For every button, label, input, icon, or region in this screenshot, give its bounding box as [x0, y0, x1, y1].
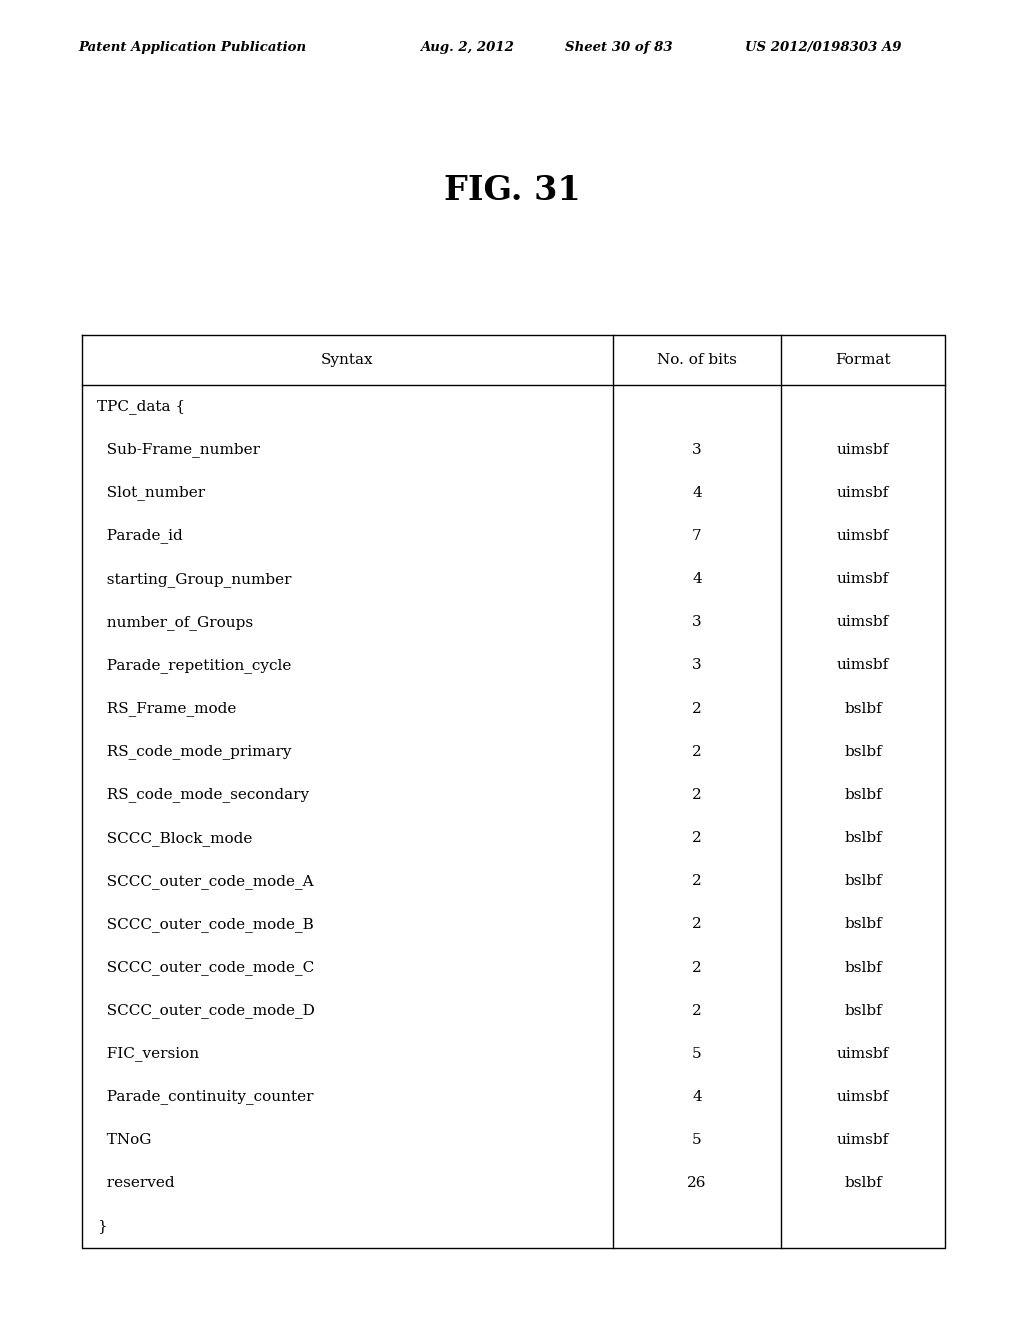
Text: FIC_version: FIC_version [97, 1047, 199, 1061]
Text: 2: 2 [692, 1003, 701, 1018]
Text: 4: 4 [692, 1090, 701, 1104]
Text: 3: 3 [692, 615, 701, 630]
Text: uimsbf: uimsbf [837, 486, 889, 500]
Text: uimsbf: uimsbf [837, 442, 889, 457]
Text: uimsbf: uimsbf [837, 615, 889, 630]
Text: Patent Application Publication: Patent Application Publication [78, 41, 306, 54]
Text: 26: 26 [687, 1176, 707, 1191]
Text: Slot_number: Slot_number [97, 486, 205, 500]
Text: 3: 3 [692, 659, 701, 672]
Text: SCCC_outer_code_mode_D: SCCC_outer_code_mode_D [97, 1003, 314, 1018]
Text: 3: 3 [692, 442, 701, 457]
Text: bslbf: bslbf [844, 702, 882, 715]
Text: Format: Format [836, 352, 891, 367]
Text: Sub-Frame_number: Sub-Frame_number [97, 442, 260, 457]
Text: bslbf: bslbf [844, 1176, 882, 1191]
Text: reserved: reserved [97, 1176, 175, 1191]
Text: 2: 2 [692, 788, 701, 803]
Text: bslbf: bslbf [844, 874, 882, 888]
Text: uimsbf: uimsbf [837, 1047, 889, 1061]
Text: Parade_repetition_cycle: Parade_repetition_cycle [97, 659, 292, 673]
Text: 2: 2 [692, 832, 701, 845]
Text: Aug. 2, 2012: Aug. 2, 2012 [420, 41, 514, 54]
Text: 2: 2 [692, 917, 701, 932]
Text: 7: 7 [692, 529, 701, 543]
Text: bslbf: bslbf [844, 961, 882, 974]
Text: 4: 4 [692, 486, 701, 500]
Text: Parade_continuity_counter: Parade_continuity_counter [97, 1089, 313, 1105]
Text: FIG. 31: FIG. 31 [443, 173, 581, 206]
Text: bslbf: bslbf [844, 1003, 882, 1018]
Text: RS_code_mode_secondary: RS_code_mode_secondary [97, 788, 309, 803]
Text: }: } [97, 1220, 106, 1233]
Text: Syntax: Syntax [322, 352, 374, 367]
Text: 2: 2 [692, 874, 701, 888]
Text: No. of bits: No. of bits [657, 352, 737, 367]
Text: 5: 5 [692, 1047, 701, 1061]
Text: uimsbf: uimsbf [837, 529, 889, 543]
Text: 2: 2 [692, 702, 701, 715]
Text: bslbf: bslbf [844, 788, 882, 803]
Text: 2: 2 [692, 961, 701, 974]
Text: TNoG: TNoG [97, 1133, 152, 1147]
Text: bslbf: bslbf [844, 744, 882, 759]
Text: SCCC_outer_code_mode_C: SCCC_outer_code_mode_C [97, 960, 314, 975]
Text: SCCC_outer_code_mode_B: SCCC_outer_code_mode_B [97, 917, 313, 932]
Text: SCCC_Block_mode: SCCC_Block_mode [97, 830, 252, 846]
Text: 4: 4 [692, 572, 701, 586]
Text: 5: 5 [692, 1133, 701, 1147]
Text: SCCC_outer_code_mode_A: SCCC_outer_code_mode_A [97, 874, 313, 888]
Text: bslbf: bslbf [844, 832, 882, 845]
Text: uimsbf: uimsbf [837, 1133, 889, 1147]
Text: Sheet 30 of 83: Sheet 30 of 83 [565, 41, 673, 54]
Text: number_of_Groups: number_of_Groups [97, 615, 253, 630]
Text: starting_Group_number: starting_Group_number [97, 572, 292, 586]
Text: uimsbf: uimsbf [837, 659, 889, 672]
Text: Parade_id: Parade_id [97, 528, 182, 544]
Text: bslbf: bslbf [844, 917, 882, 932]
Text: uimsbf: uimsbf [837, 572, 889, 586]
Text: 2: 2 [692, 744, 701, 759]
Text: RS_code_mode_primary: RS_code_mode_primary [97, 744, 292, 759]
Text: uimsbf: uimsbf [837, 1090, 889, 1104]
Text: US 2012/0198303 A9: US 2012/0198303 A9 [745, 41, 901, 54]
Text: TPC_data {: TPC_data { [97, 399, 185, 414]
Text: RS_Frame_mode: RS_Frame_mode [97, 701, 237, 715]
